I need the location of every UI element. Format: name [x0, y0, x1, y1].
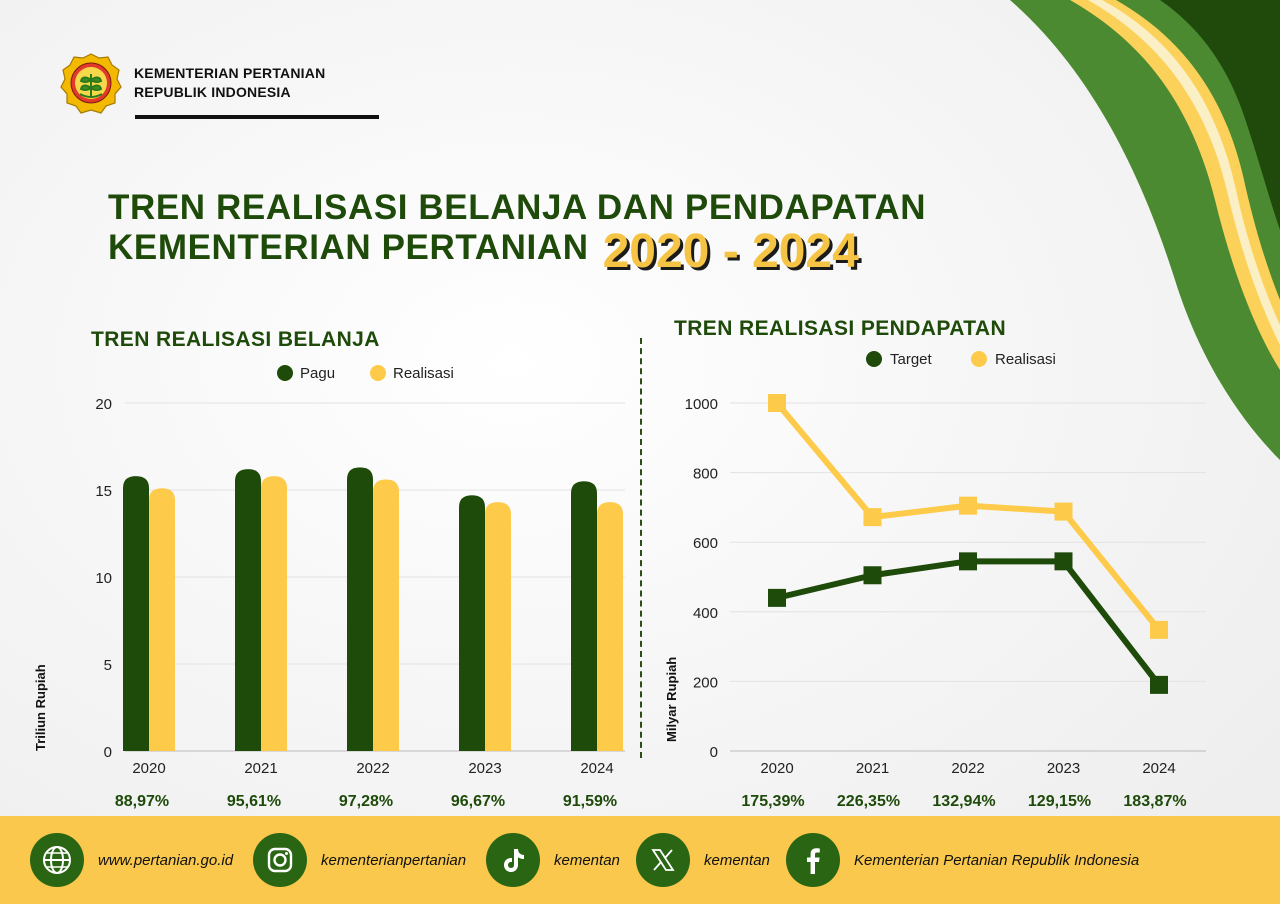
point-target-2021	[863, 566, 882, 585]
footer-x-text: kementan	[704, 851, 770, 869]
y-tick-label: 0	[104, 744, 112, 761]
point-realisasi-2023	[1054, 502, 1073, 521]
point-realisasi-2020	[768, 394, 786, 412]
point-realisasi-2024	[1150, 620, 1168, 639]
y-tick-label: 200	[693, 674, 718, 691]
x-tick-label: 2022	[356, 760, 389, 777]
x-tick-label: 2021	[244, 760, 277, 777]
percent-label: 95,61%	[227, 793, 281, 810]
page-title-line1: TREN REALISASI BELANJA DAN PENDAPATAN	[108, 188, 927, 227]
decorative-swoosh	[1010, 0, 1280, 460]
legend-label-target: Target	[890, 351, 933, 368]
ministry-name: KEMENTERIAN PERTANIAN REPUBLIK INDONESIA	[134, 64, 325, 102]
legend-swatch-target	[866, 351, 882, 367]
percent-label: 226,35%	[837, 793, 900, 810]
y-tick-label: 1000	[685, 396, 718, 413]
point-target-2022	[959, 552, 977, 571]
page-title: TREN REALISASI BELANJA DAN PENDAPATAN KE…	[108, 188, 927, 276]
footer-website[interactable]: www.pertanian.go.id	[30, 833, 233, 887]
bar-realisasi-2023	[485, 502, 511, 751]
point-target-2024	[1150, 675, 1168, 694]
x-tick-label: 2022	[951, 760, 984, 777]
bar-pagu-2022	[347, 467, 373, 751]
ministry-logo-icon	[60, 53, 122, 114]
legend-swatch-pagu	[277, 365, 293, 381]
point-realisasi-2021	[863, 508, 882, 527]
y-tick-label: 600	[693, 535, 718, 552]
globe-icon	[30, 833, 84, 887]
percent-label: 91,59%	[563, 793, 617, 810]
tiktok-icon	[486, 833, 540, 887]
y-tick-label: 800	[693, 466, 718, 483]
x-tick-label: 2020	[760, 760, 793, 777]
percent-label: 183,87%	[1123, 793, 1186, 810]
y-axis-title: Milyar Rupiah	[664, 657, 679, 742]
bar-realisasi-2024	[597, 502, 623, 751]
ministry-header: KEMENTERIAN PERTANIAN REPUBLIK INDONESIA	[60, 52, 325, 114]
x-tick-label: 2024	[1142, 760, 1175, 777]
point-realisasi-2022	[959, 496, 977, 515]
legend-label-realisasi: Realisasi	[393, 365, 454, 382]
footer-x[interactable]: kementan	[636, 833, 770, 887]
legend-label-pagu: Pagu	[300, 365, 335, 382]
series-line-target	[776, 558, 1162, 687]
x-tick-label: 2021	[856, 760, 889, 777]
bar-realisasi-2022	[373, 479, 399, 751]
point-target-2020	[768, 588, 786, 607]
pendapatan-chart-title: TREN REALISASI PENDAPATAN	[674, 317, 1007, 340]
point-target-2023	[1054, 552, 1073, 571]
x-tick-label: 2023	[1047, 760, 1080, 777]
percent-label: 129,15%	[1028, 793, 1091, 810]
bar-pagu-2020	[123, 476, 149, 751]
x-tick-label: 2020	[132, 760, 165, 777]
legend-label-realisasi: Realisasi	[995, 351, 1056, 368]
series-line-realisasi	[774, 401, 1162, 632]
page-title-line2: KEMENTERIAN PERTANIAN	[108, 228, 589, 267]
y-tick-label: 15	[95, 483, 112, 500]
percent-label: 132,94%	[932, 793, 995, 810]
percent-label: 88,97%	[115, 793, 169, 810]
footer-facebook[interactable]: Kementerian Pertanian Republik Indonesia	[786, 833, 1139, 887]
ministry-name-line1: KEMENTERIAN PERTANIAN	[134, 65, 326, 81]
y-tick-label: 20	[95, 396, 112, 413]
chart-divider	[640, 338, 642, 758]
y-axis-title: Triliun Rupiah	[33, 664, 48, 751]
footer-tiktok[interactable]: kementan	[486, 833, 620, 887]
footer-facebook-text: Kementerian Pertanian Republik Indonesia	[854, 851, 1140, 869]
legend-swatch-realisasi	[971, 351, 987, 367]
bar-realisasi-2020	[149, 488, 175, 751]
footer-bar: www.pertanian.go.id kementerianpertanian…	[0, 816, 1280, 904]
page-title-years: 2020 - 2024	[602, 225, 859, 278]
x-icon	[636, 833, 690, 887]
y-tick-label: 5	[104, 657, 112, 674]
ministry-name-line2: REPUBLIK INDONESIA	[134, 84, 291, 100]
bar-realisasi-2021	[261, 476, 287, 751]
percent-label: 97,28%	[339, 793, 393, 810]
footer-website-text: www.pertanian.go.id	[98, 851, 234, 869]
x-tick-label: 2023	[468, 760, 501, 777]
bar-pagu-2021	[235, 469, 261, 751]
belanja-bar-chart: Pagu Realisasi 0 5 10 15 20 Triliun Rupiah 2020 8…	[33, 365, 625, 810]
belanja-chart-title: TREN REALISASI BELANJA	[91, 328, 380, 351]
legend-swatch-realisasi	[370, 365, 386, 381]
footer-instagram[interactable]: kementerianpertanian	[253, 833, 466, 887]
percent-label: 175,39%	[741, 793, 804, 810]
percent-label: 96,67%	[451, 793, 505, 810]
instagram-icon	[253, 833, 307, 887]
footer-instagram-text: kementerianpertanian	[321, 851, 467, 869]
header-underline	[135, 115, 379, 119]
bar-pagu-2024	[571, 481, 597, 751]
pendapatan-line-chart: Target Realisasi 0 200 400 600 800 1000 Milyar R…	[664, 351, 1206, 810]
bar-pagu-2023	[459, 495, 485, 751]
y-tick-label: 0	[710, 744, 718, 761]
footer-tiktok-text: kementan	[554, 851, 620, 869]
x-tick-label: 2024	[580, 760, 613, 777]
facebook-icon	[786, 833, 840, 887]
y-tick-label: 400	[693, 605, 718, 622]
y-tick-label: 10	[95, 570, 112, 587]
